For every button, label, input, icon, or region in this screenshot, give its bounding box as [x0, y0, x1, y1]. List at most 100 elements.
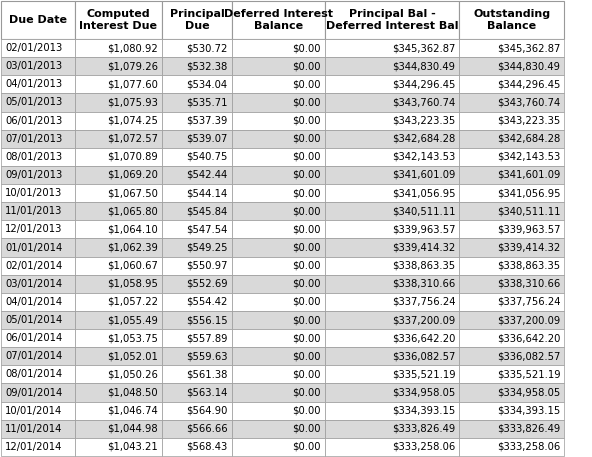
- Text: $557.89: $557.89: [186, 333, 228, 343]
- Text: $552.69: $552.69: [186, 279, 228, 289]
- Text: 06/01/2014: 06/01/2014: [5, 333, 62, 343]
- Bar: [1, 402, 75, 420]
- Text: 02/01/2013: 02/01/2013: [5, 43, 62, 53]
- Bar: [325, 39, 459, 57]
- Text: $0.00: $0.00: [292, 279, 321, 289]
- Text: $338,310.66: $338,310.66: [497, 279, 561, 289]
- Text: $343,760.74: $343,760.74: [497, 97, 561, 107]
- Text: 12/01/2014: 12/01/2014: [5, 442, 62, 452]
- Text: $334,958.05: $334,958.05: [392, 388, 455, 398]
- Bar: [325, 148, 459, 166]
- Text: Deferred Interest
Balance: Deferred Interest Balance: [224, 9, 333, 31]
- Bar: [325, 383, 459, 402]
- Text: $338,863.35: $338,863.35: [497, 260, 561, 271]
- Bar: [162, 39, 231, 57]
- Bar: [162, 420, 231, 438]
- Text: $1,072.57: $1,072.57: [107, 134, 158, 143]
- Text: $333,258.06: $333,258.06: [497, 442, 561, 452]
- Bar: [75, 402, 162, 420]
- Bar: [459, 1, 564, 39]
- Bar: [162, 438, 231, 456]
- Text: $1,058.95: $1,058.95: [107, 279, 158, 289]
- Bar: [325, 329, 459, 347]
- Bar: [75, 39, 162, 57]
- Bar: [231, 57, 325, 75]
- Bar: [459, 365, 564, 383]
- Bar: [162, 148, 231, 166]
- Bar: [231, 402, 325, 420]
- Text: 06/01/2013: 06/01/2013: [5, 116, 62, 126]
- Text: $339,414.32: $339,414.32: [497, 243, 561, 253]
- Text: $337,200.09: $337,200.09: [497, 315, 561, 325]
- Text: 11/01/2014: 11/01/2014: [5, 424, 62, 434]
- Bar: [231, 239, 325, 256]
- Text: $340,511.11: $340,511.11: [392, 206, 455, 216]
- Bar: [162, 383, 231, 402]
- Text: $339,963.57: $339,963.57: [392, 224, 455, 234]
- Bar: [162, 130, 231, 148]
- Text: 04/01/2013: 04/01/2013: [5, 80, 62, 89]
- Bar: [75, 57, 162, 75]
- Text: $0.00: $0.00: [292, 43, 321, 53]
- Bar: [1, 311, 75, 329]
- Bar: [1, 383, 75, 402]
- Bar: [75, 275, 162, 293]
- Bar: [325, 402, 459, 420]
- Text: $559.63: $559.63: [186, 351, 228, 361]
- Bar: [1, 329, 75, 347]
- Bar: [1, 93, 75, 112]
- Bar: [231, 202, 325, 220]
- Text: $1,079.26: $1,079.26: [107, 61, 158, 71]
- Text: $333,826.49: $333,826.49: [497, 424, 561, 434]
- Bar: [325, 1, 459, 39]
- Bar: [75, 347, 162, 365]
- Bar: [1, 112, 75, 130]
- Text: $1,046.74: $1,046.74: [107, 406, 158, 416]
- Text: $1,052.01: $1,052.01: [107, 351, 158, 361]
- Bar: [75, 130, 162, 148]
- Bar: [75, 329, 162, 347]
- Bar: [325, 438, 459, 456]
- Text: Principal Bal -
Deferred Interest Bal: Principal Bal - Deferred Interest Bal: [326, 9, 458, 31]
- Text: 02/01/2014: 02/01/2014: [5, 260, 62, 271]
- Text: $337,200.09: $337,200.09: [392, 315, 455, 325]
- Text: $337,756.24: $337,756.24: [497, 297, 561, 307]
- Text: $342,143.53: $342,143.53: [392, 152, 455, 162]
- Text: $1,080.92: $1,080.92: [107, 43, 158, 53]
- Text: $345,362.87: $345,362.87: [497, 43, 561, 53]
- Bar: [459, 39, 564, 57]
- Bar: [1, 347, 75, 365]
- Bar: [75, 420, 162, 438]
- Bar: [1, 420, 75, 438]
- Text: $343,760.74: $343,760.74: [392, 97, 455, 107]
- Text: $0.00: $0.00: [292, 333, 321, 343]
- Bar: [325, 130, 459, 148]
- Text: 05/01/2014: 05/01/2014: [5, 315, 62, 325]
- Text: $0.00: $0.00: [292, 406, 321, 416]
- Bar: [459, 438, 564, 456]
- Bar: [325, 184, 459, 202]
- Text: Due Date: Due Date: [9, 15, 67, 25]
- Text: $540.75: $540.75: [186, 152, 228, 162]
- Text: $342,143.53: $342,143.53: [497, 152, 561, 162]
- Text: $1,050.26: $1,050.26: [107, 369, 158, 379]
- Text: $0.00: $0.00: [292, 243, 321, 253]
- Text: $0.00: $0.00: [292, 224, 321, 234]
- Bar: [1, 184, 75, 202]
- Bar: [325, 220, 459, 239]
- Text: $0.00: $0.00: [292, 80, 321, 89]
- Text: $337,756.24: $337,756.24: [392, 297, 455, 307]
- Bar: [162, 220, 231, 239]
- Text: $547.54: $547.54: [186, 224, 228, 234]
- Text: 03/01/2014: 03/01/2014: [5, 279, 62, 289]
- Bar: [75, 438, 162, 456]
- Text: $335,521.19: $335,521.19: [497, 369, 561, 379]
- Bar: [231, 365, 325, 383]
- Text: $341,601.09: $341,601.09: [497, 170, 561, 180]
- Text: $344,830.49: $344,830.49: [392, 61, 455, 71]
- Bar: [459, 383, 564, 402]
- Bar: [1, 148, 75, 166]
- Text: $344,296.45: $344,296.45: [392, 80, 455, 89]
- Text: 10/01/2014: 10/01/2014: [5, 406, 62, 416]
- Text: $0.00: $0.00: [292, 170, 321, 180]
